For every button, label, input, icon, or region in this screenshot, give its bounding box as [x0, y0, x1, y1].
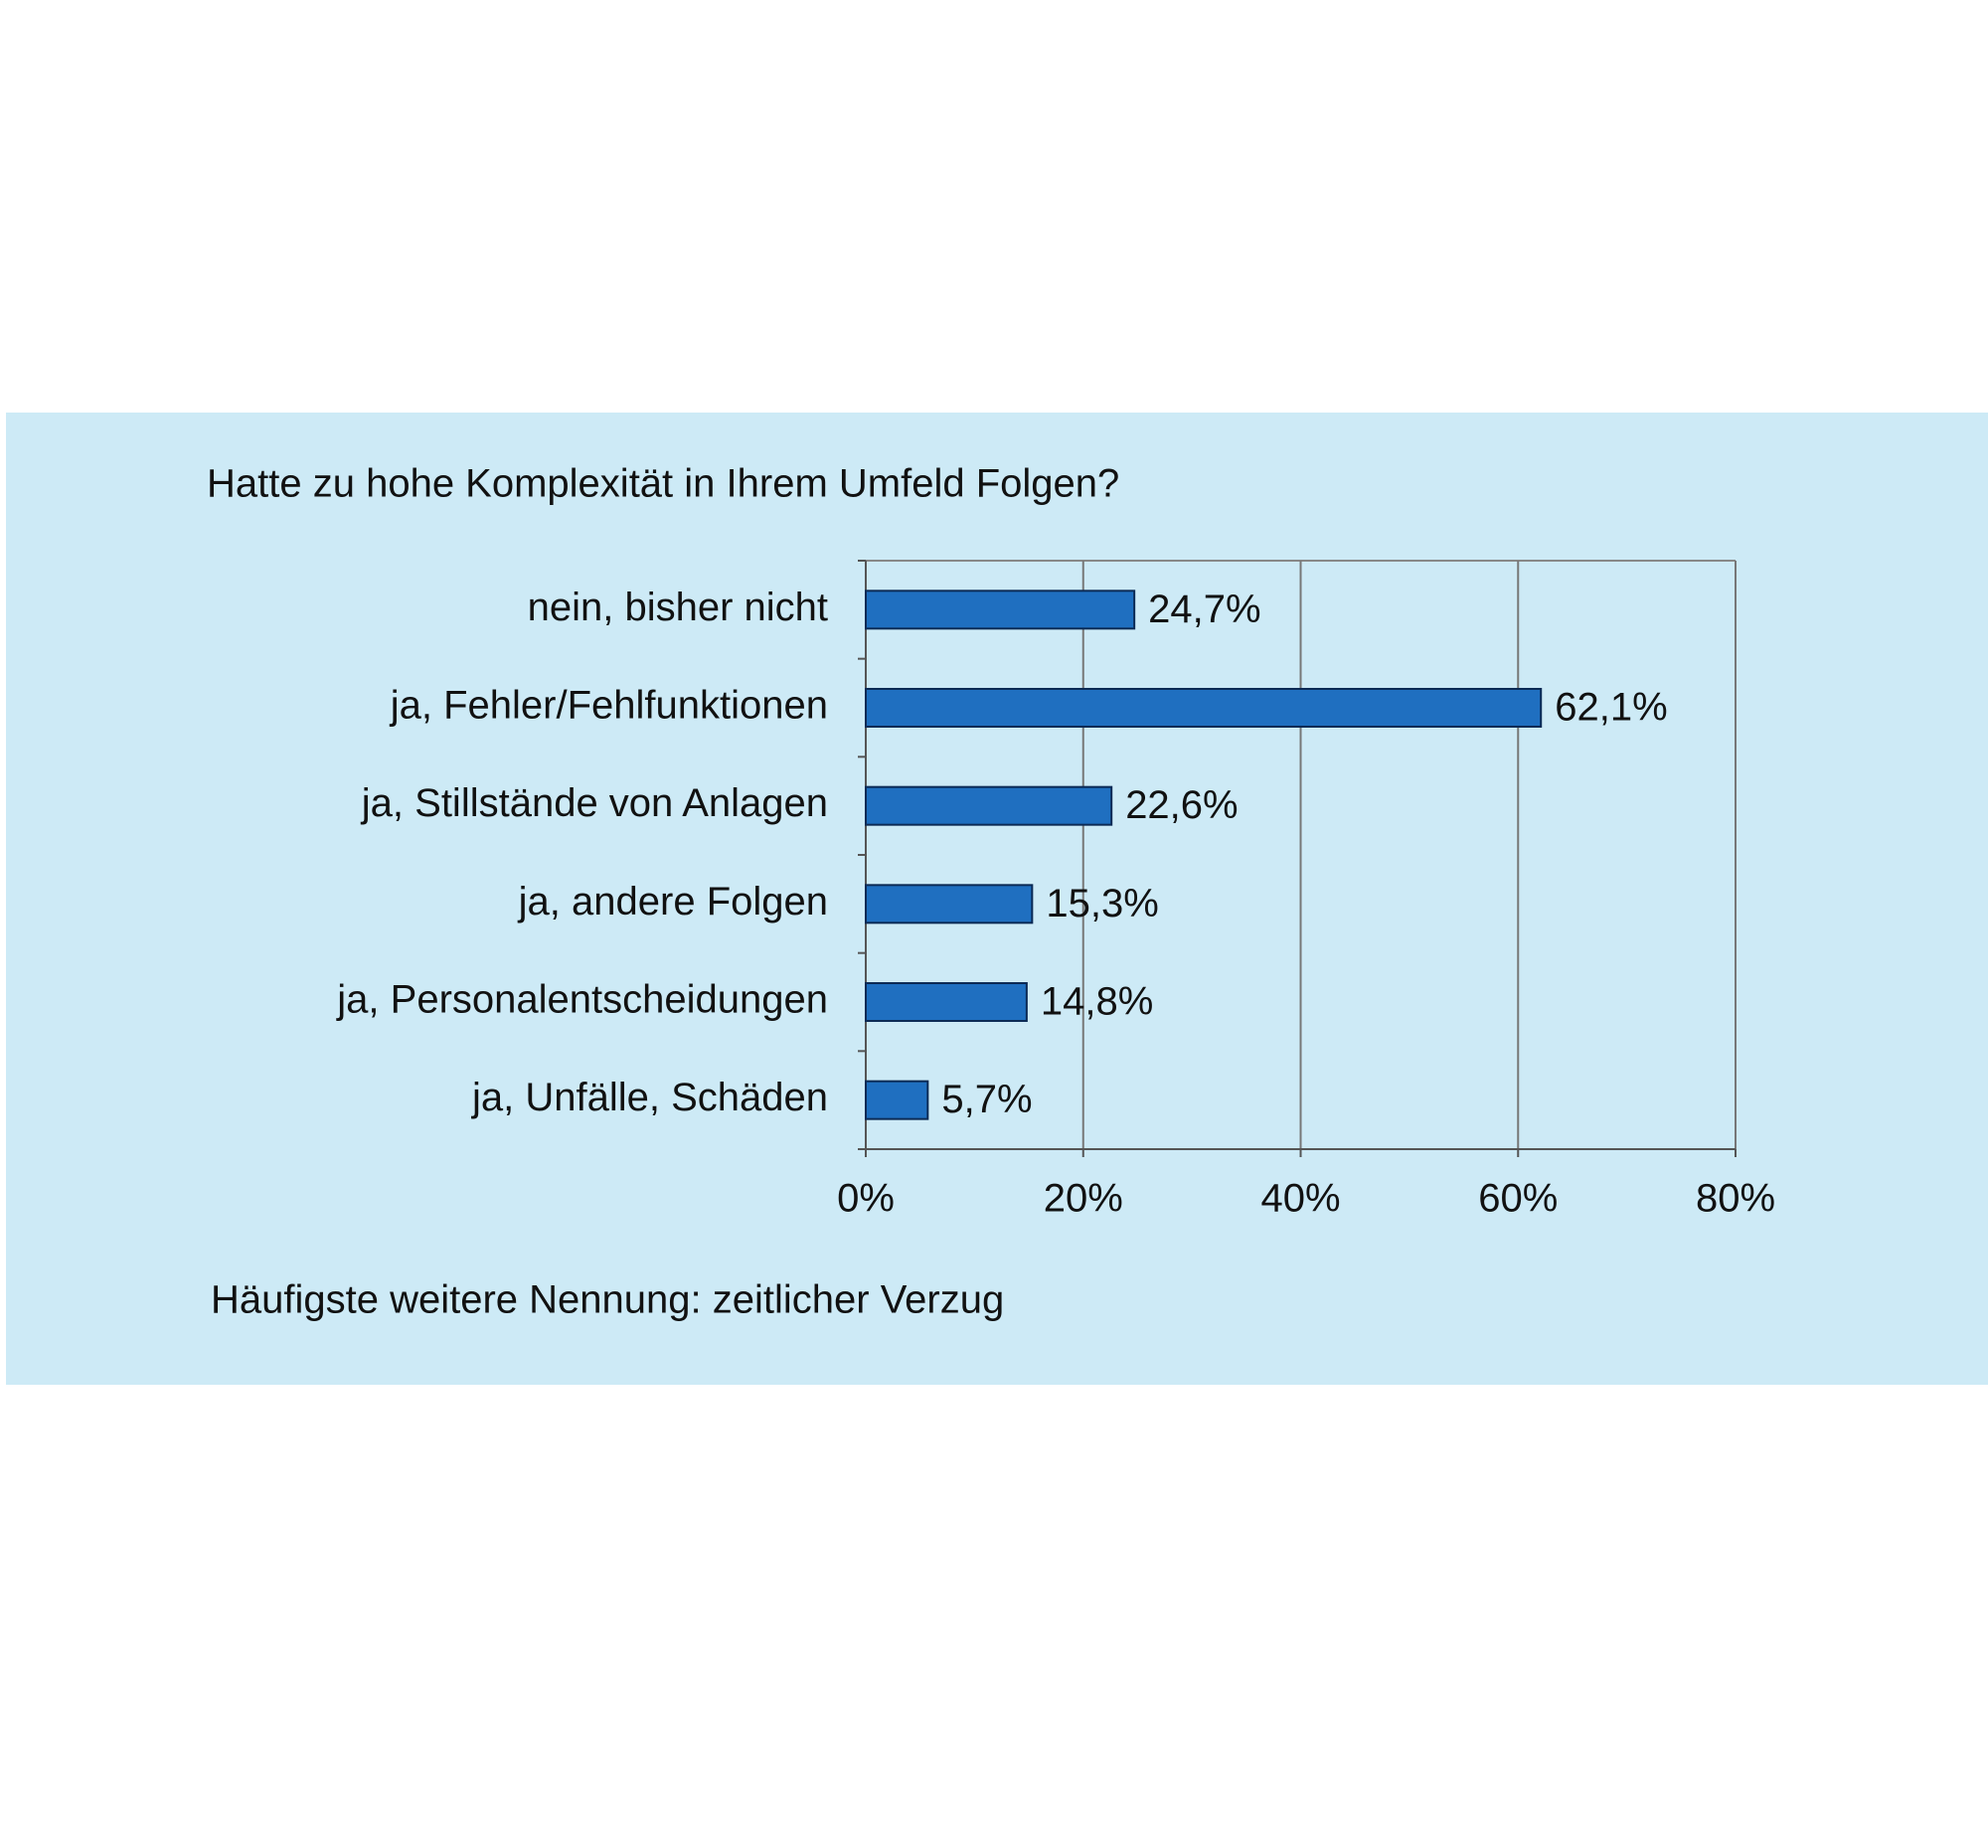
- data-label: 15,3%: [1046, 882, 1158, 925]
- bar: [865, 1080, 929, 1120]
- data-label: 5,7%: [941, 1078, 1032, 1121]
- chart-note: Häufigste weitere Nennung: zeitlicher Ve…: [211, 1278, 1004, 1322]
- chart-title: Hatte zu hohe Komplexität in Ihrem Umfel…: [207, 462, 1119, 506]
- bar: [865, 884, 1034, 924]
- x-tick-label: 40%: [1260, 1177, 1340, 1221]
- data-label: 62,1%: [1555, 686, 1667, 730]
- y-tick-label: ja, Fehler/Fehlfunktionen: [390, 684, 828, 728]
- x-tick-label: 0%: [837, 1177, 895, 1221]
- y-tick-label: ja, andere Folgen: [518, 880, 828, 924]
- y-tick-label: ja, Personalentscheidungen: [336, 978, 828, 1022]
- data-label: 14,8%: [1041, 980, 1153, 1024]
- y-tick-label: ja, Unfälle, Schäden: [471, 1076, 828, 1119]
- bar: [865, 688, 1543, 728]
- y-tick-label: nein, bisher nicht: [528, 586, 828, 629]
- data-label: 22,6%: [1125, 783, 1238, 827]
- x-tick-label: 20%: [1044, 1177, 1123, 1221]
- bar: [865, 589, 1136, 630]
- data-label: 24,7%: [1148, 588, 1260, 631]
- x-tick-label: 60%: [1478, 1177, 1558, 1221]
- bar: [865, 785, 1113, 826]
- bar: [865, 982, 1028, 1022]
- y-tick-label: ja, Stillstände von Anlagen: [361, 781, 828, 825]
- x-tick-label: 80%: [1696, 1177, 1775, 1221]
